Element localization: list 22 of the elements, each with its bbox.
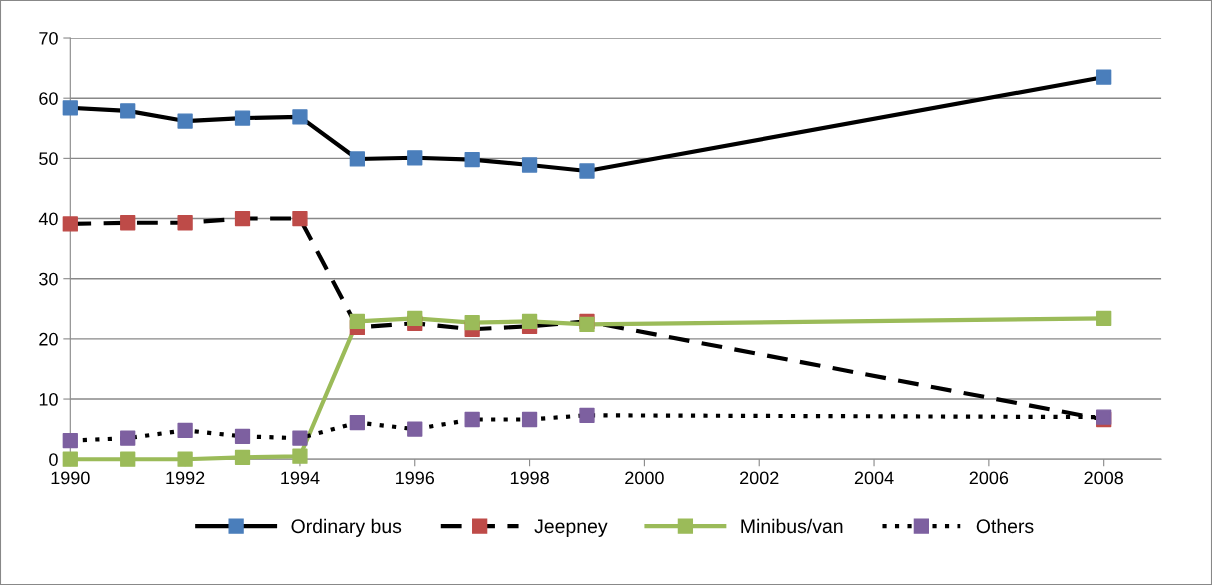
legend-label: Jeepney: [534, 519, 608, 537]
x-tick-label: 1990: [51, 471, 90, 485]
x-tick-label: 2004: [854, 471, 894, 485]
y-tick-label: 20: [39, 332, 58, 346]
x-tick-label: 1992: [166, 471, 205, 485]
x-tick-label: 2008: [1084, 471, 1123, 485]
x-tick-label: 2006: [969, 471, 1009, 485]
y-tick-label: 0: [49, 453, 58, 466]
y-tick-label: 10: [39, 392, 58, 406]
legend-label: Others: [976, 518, 1034, 534]
y-tick-label: 70: [39, 31, 58, 45]
y-tick-label: 60: [39, 92, 58, 105]
legend-label: Ordinary bus: [291, 518, 402, 537]
y-tick-label: 50: [39, 152, 58, 166]
x-tick-label: 1994: [281, 471, 320, 485]
legend-label: Minibus/van: [741, 518, 843, 534]
x-tick-label: 1998: [510, 471, 549, 485]
y-tick-label: 40: [38, 212, 58, 226]
x-tick-label: 2002: [740, 471, 779, 485]
x-tick-label: 1996: [396, 471, 435, 485]
x-tick-label: 2000: [625, 471, 664, 485]
y-tick-label: 30: [39, 272, 58, 286]
